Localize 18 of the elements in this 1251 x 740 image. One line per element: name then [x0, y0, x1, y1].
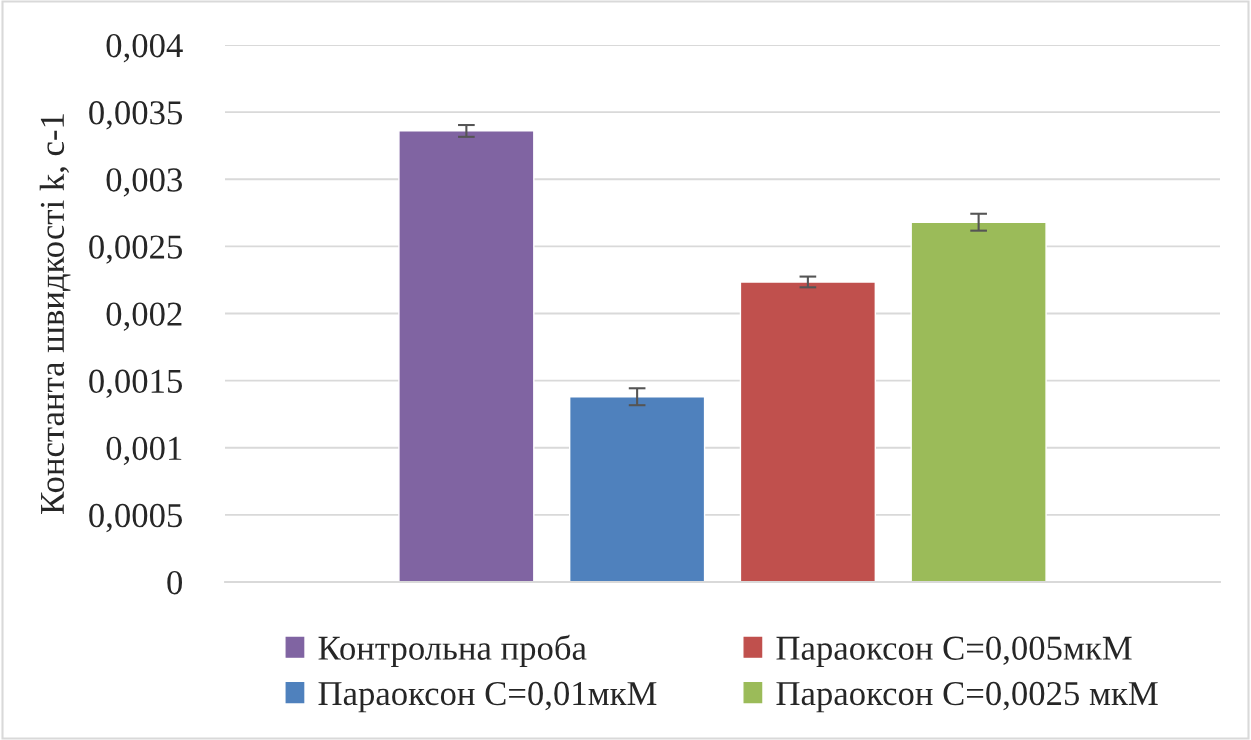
y-tick-label: 0,0025 — [89, 235, 182, 264]
y-tick-label: 0,0005 — [89, 503, 182, 533]
y-tick-label: 0,0035 — [89, 101, 182, 130]
y-tick-label: 0,001 — [106, 436, 182, 466]
legend-label: Параоксон С=0,01мкМ — [318, 681, 657, 713]
legend-label: Контрольна проба — [318, 634, 587, 667]
bar — [398, 130, 535, 582]
bar — [739, 281, 877, 582]
bar — [910, 221, 1047, 582]
y-tick-label: 0,003 — [106, 168, 182, 197]
y-axis-title: Константа швидкості k, c-1 — [39, 114, 71, 514]
y-tick-label: 0,002 — [106, 302, 182, 331]
bar — [568, 396, 706, 582]
y-tick-label: 0,0015 — [89, 369, 182, 399]
y-tick-label: 0 — [167, 570, 183, 595]
legend-label: Параоксон С=0,0025 мкМ — [776, 681, 1158, 713]
legend-label: Параоксон С=0,005мкМ — [776, 636, 1132, 667]
y-tick-label: 0,004 — [106, 33, 183, 63]
